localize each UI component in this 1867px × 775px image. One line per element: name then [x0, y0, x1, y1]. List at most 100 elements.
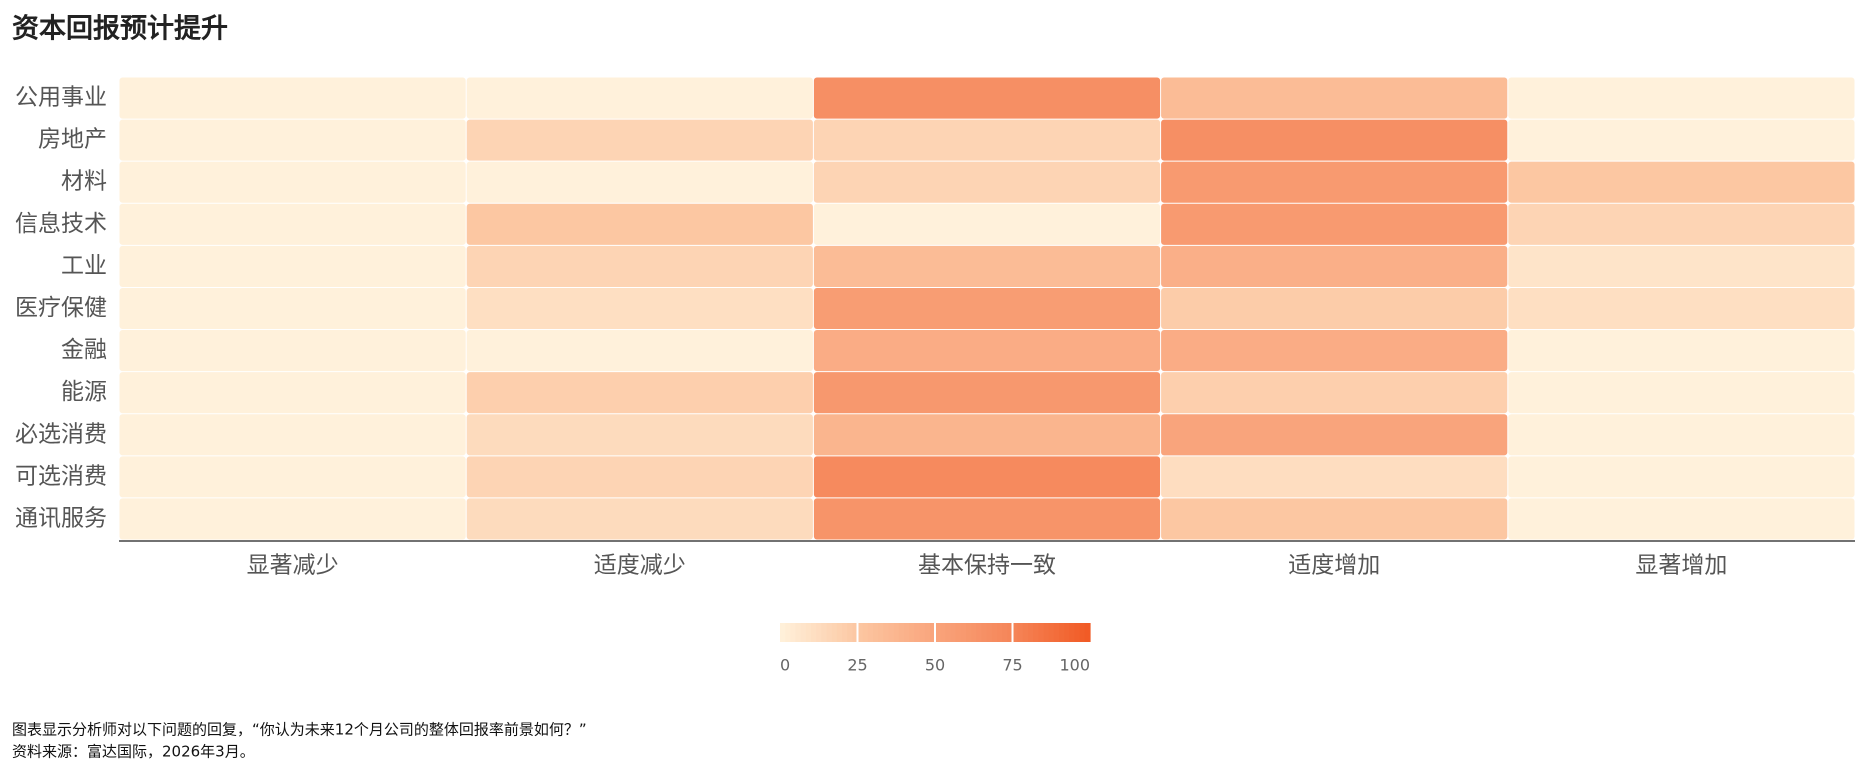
heatmap-cell	[466, 498, 813, 540]
heatmap-cell	[1161, 245, 1508, 287]
heatmap-cell	[1508, 119, 1855, 161]
colorbar-segment	[836, 623, 843, 642]
heatmap-cell	[119, 245, 466, 287]
colorbar-segment	[805, 623, 812, 642]
colorbar-segment	[878, 623, 884, 642]
footnote: 资料来源：富达国际，2026年3月。	[12, 743, 255, 761]
y-tick-label: 可选消费	[15, 463, 107, 489]
colorbar-segment	[1069, 623, 1076, 642]
y-tick-label: 金融	[61, 337, 107, 363]
heatmap-cell	[119, 161, 466, 203]
colorbar-segment	[1074, 623, 1081, 642]
y-tick-label: 材料	[61, 169, 107, 195]
x-tick-label: 适度减少	[594, 553, 686, 579]
y-tick-label: 信息技术	[15, 211, 107, 237]
colorbar-segment	[945, 623, 952, 642]
colorbar-segment	[867, 623, 874, 642]
heatmap-cell	[1161, 203, 1508, 245]
colorbar-segment	[888, 623, 895, 642]
colorbar-segment	[971, 623, 977, 642]
heatmap-cell	[466, 119, 813, 161]
heatmap-cell	[119, 456, 466, 498]
colorbar-segment	[1064, 623, 1070, 642]
heatmap-cell	[466, 287, 813, 330]
heatmap-cell	[119, 119, 466, 161]
colorbar-segment	[914, 623, 921, 642]
heatmap-cell	[119, 372, 466, 414]
colorbar-segment	[1033, 623, 1039, 642]
x-tick-label: 显著增加	[1635, 553, 1727, 579]
colorbar-segment	[873, 623, 879, 642]
heatmap-cell	[1161, 372, 1508, 414]
colorbar-segment	[883, 623, 890, 642]
heatmap-cell	[813, 203, 1161, 245]
x-tick-label: 适度增加	[1288, 553, 1380, 579]
heatmap-cell	[466, 372, 813, 414]
colorbar-segment	[955, 623, 962, 642]
colorbar-segment	[862, 623, 869, 642]
colorbar-segment	[909, 623, 915, 642]
colorbar-segment	[986, 623, 993, 642]
colorbar-segment	[1012, 623, 1019, 642]
heatmap-cell	[1161, 77, 1508, 119]
colorbar-segment	[816, 623, 822, 642]
heatmap-cell	[119, 414, 466, 456]
heatmap-cell	[119, 77, 466, 119]
colorbar-segment	[1084, 623, 1091, 642]
heatmap-cell	[1161, 161, 1508, 203]
heatmap-cell	[1508, 498, 1855, 540]
heatmap-cell	[466, 245, 813, 287]
heatmap-cell	[119, 287, 466, 330]
heatmap-cell	[466, 77, 813, 119]
colorbar-segment	[893, 623, 900, 642]
colorbar-segment	[790, 623, 797, 642]
heatmap-cell	[813, 287, 1161, 330]
colorbar-segment	[960, 623, 967, 642]
heatmap-cell	[1161, 498, 1508, 540]
colorbar-segment	[821, 623, 828, 642]
colorbar-tick-label: 0	[780, 656, 790, 675]
colorbar-segment	[1002, 623, 1008, 642]
heatmap-cell	[813, 161, 1161, 203]
x-tick-label: 基本保持一致	[918, 553, 1056, 579]
heatmap-cell	[466, 456, 813, 498]
y-tick-label: 通讯服务	[15, 505, 107, 531]
heatmap-cell	[813, 77, 1161, 119]
heatmap-cell	[466, 330, 813, 372]
heatmap-cell	[813, 330, 1161, 372]
colorbar-tick-label: 50	[925, 656, 945, 675]
colorbar-segment	[904, 623, 910, 642]
colorbar-segment	[1053, 623, 1060, 642]
y-tick-label: 医疗保健	[15, 295, 107, 321]
colorbar-segment	[981, 623, 988, 642]
chart-title: 资本回报预计提升	[12, 14, 228, 45]
y-tick-label: 工业	[61, 253, 107, 279]
heatmap-cell	[466, 161, 813, 203]
colorbar-segment	[795, 623, 802, 642]
colorbar-segment	[935, 623, 941, 642]
y-tick-label: 必选消费	[15, 421, 107, 447]
colorbar-segment	[940, 623, 946, 642]
heatmap-cell	[1508, 161, 1855, 203]
colorbar-segment	[826, 623, 833, 642]
colorbar-segment	[800, 623, 807, 642]
colorbar-segment	[1059, 623, 1065, 642]
colorbar-segment	[1017, 623, 1024, 642]
heatmap-cell	[1508, 203, 1855, 245]
heatmap-cell	[813, 414, 1161, 456]
heatmap-cell	[813, 456, 1161, 498]
heatmap-cell	[813, 245, 1161, 287]
heatmap-cell	[119, 498, 466, 540]
heatmap-cell	[466, 203, 813, 245]
heatmap-cell	[1161, 330, 1508, 372]
heatmap-cell	[1161, 414, 1508, 456]
heatmap-cell	[813, 119, 1161, 161]
heatmap-cell	[1508, 245, 1855, 287]
colorbar-segment	[919, 623, 926, 642]
colorbar-segment	[1079, 623, 1086, 642]
heatmap-cell	[1508, 77, 1855, 119]
colorbar-segment	[780, 623, 786, 642]
y-tick-label: 房地产	[38, 127, 107, 153]
colorbar-segment	[1038, 623, 1045, 642]
